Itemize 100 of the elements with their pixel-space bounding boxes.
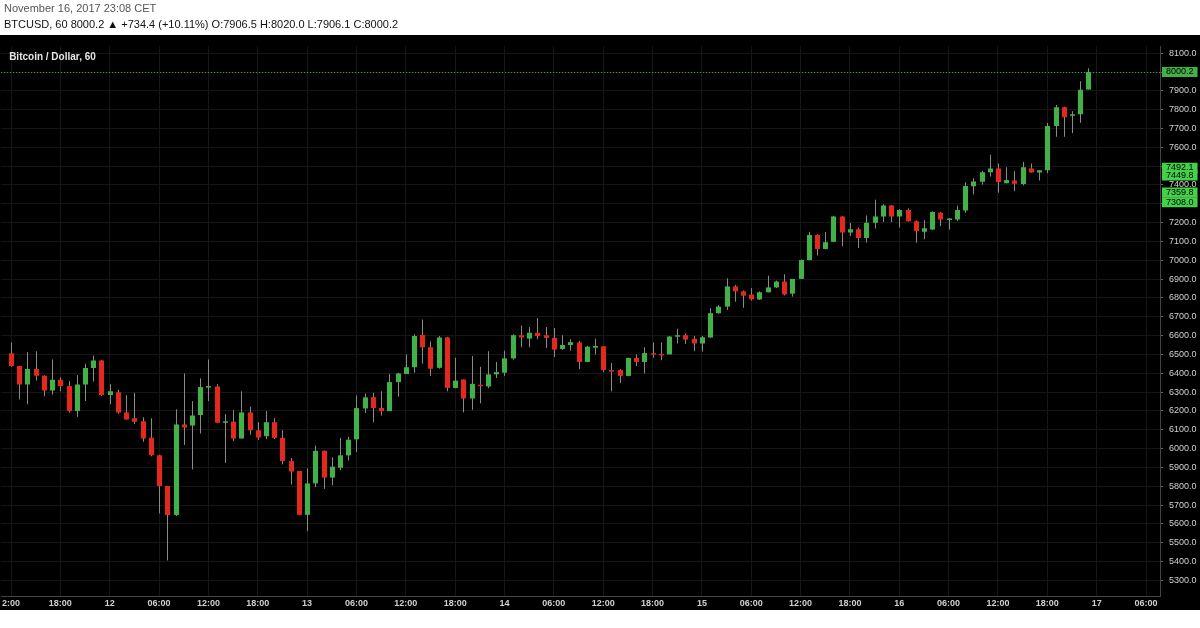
x-tick-label: 12	[104, 597, 115, 608]
text: November 16, 2017 23:08 CET	[4, 1, 158, 16]
candlestick	[247, 406, 254, 436]
y-tick-label: 7000.0	[1169, 254, 1197, 265]
candlestick	[140, 416, 147, 443]
candlestick	[526, 326, 533, 348]
candlestick	[608, 362, 615, 392]
candlestick	[896, 208, 903, 229]
x-tick-label: 12:00	[394, 597, 418, 608]
x-tick-label: 18:00	[48, 597, 72, 608]
candlestick	[724, 277, 731, 311]
y-tick-label: 5500.0	[1169, 537, 1197, 548]
candlestick	[576, 340, 583, 370]
x-tick-label: 06:00	[1134, 597, 1158, 608]
candlestick	[41, 374, 48, 397]
candlestick	[814, 233, 821, 257]
candlestick	[271, 417, 278, 440]
candlestick	[230, 409, 237, 442]
candlestick	[855, 227, 862, 249]
candlestick	[427, 340, 434, 377]
candlestick	[378, 390, 385, 417]
x-tick-label: 18:00	[246, 597, 270, 608]
candlestick	[90, 355, 97, 383]
y-tick-label: 5900.0	[1169, 461, 1197, 472]
candlestick	[8, 342, 15, 368]
x-tick-label: 2:00	[2, 597, 21, 608]
y-tick-label: 8100.0	[1169, 47, 1197, 58]
y-tick-label: 6000.0	[1169, 443, 1197, 454]
y-tick-label: 7100.0	[1169, 235, 1197, 246]
candlestick	[987, 154, 994, 177]
y-tick-label: 7700.0	[1169, 122, 1197, 133]
candlestick	[362, 393, 369, 414]
x-tick-label: 12:00	[986, 597, 1010, 608]
text: 7359.8	[1166, 187, 1194, 198]
y-tick-label: 6200.0	[1169, 405, 1197, 416]
ref-line-label: 8000.2	[1166, 66, 1194, 77]
candlestick	[946, 217, 953, 231]
candlestick	[419, 319, 426, 365]
text: Bitcoin / Dollar, 60	[9, 51, 97, 63]
y-tick-label: 6300.0	[1169, 386, 1197, 397]
candlestick	[1061, 106, 1068, 138]
candlestick	[33, 350, 40, 382]
candlestick	[288, 457, 295, 486]
candlestick	[115, 389, 122, 415]
candlestick	[543, 326, 550, 349]
x-tick-label: 18:00	[641, 597, 665, 608]
x-tick-label: 18:00	[443, 597, 467, 608]
x-tick-label: 06:00	[542, 597, 566, 608]
chart-subtitle: BTCUSD, 60 8000.2 ▲ +734.4 (+10.11%) O:7906.5 H:8020.0 L:7906.1 C:8000.2	[4, 17, 400, 32]
y-tick-label: 6700.0	[1169, 311, 1197, 322]
candlestick	[1053, 104, 1060, 138]
candlestick	[329, 456, 336, 486]
candlestick	[872, 199, 879, 229]
candlestick	[839, 215, 846, 247]
y-tick-label: 5800.0	[1169, 480, 1197, 491]
candlestick	[863, 214, 870, 244]
candlestick	[16, 365, 23, 400]
candlestick	[337, 437, 344, 471]
x-tick-label: 18:00	[1035, 597, 1059, 608]
candlestick	[469, 355, 476, 411]
x-tick-label: 16	[894, 597, 905, 608]
candlestick	[189, 400, 196, 470]
y-tick-label: 6900.0	[1169, 273, 1197, 284]
x-tick-label: 15	[696, 597, 707, 608]
candlestick	[49, 359, 56, 396]
y-tick-label: 6100.0	[1169, 424, 1197, 435]
candlestick	[995, 163, 1002, 194]
text: 7449.8	[1166, 170, 1194, 181]
y-tick-label: 6800.0	[1169, 292, 1197, 303]
candlestick	[395, 372, 402, 398]
x-tick-label: 13	[302, 597, 313, 608]
x-tick-label: 06:00	[739, 597, 763, 608]
candlestick	[131, 392, 138, 425]
candlestick	[345, 436, 352, 462]
candlestick	[148, 417, 155, 457]
candlestick	[485, 350, 492, 389]
y-tick-label: 5300.0	[1169, 574, 1197, 585]
candlestick	[551, 327, 558, 358]
candlestick	[1011, 170, 1018, 192]
candlestick	[460, 378, 467, 413]
y-tick-label: 5700.0	[1169, 499, 1197, 510]
candlestick	[650, 341, 657, 359]
candlestick	[24, 351, 31, 405]
x-tick-label: 17	[1091, 597, 1102, 608]
text: 7308.0	[1166, 196, 1194, 207]
y-tick-label: 7600.0	[1169, 141, 1197, 152]
y-tick-label: 5600.0	[1169, 518, 1197, 529]
candlestick	[921, 219, 928, 240]
x-tick-label: 18:00	[838, 597, 862, 608]
candlestick	[452, 357, 459, 389]
candlestick	[781, 273, 788, 296]
candlestick	[534, 317, 541, 340]
x-tick-label: 12:00	[196, 597, 220, 608]
candlestick	[501, 350, 508, 377]
candlestick	[205, 359, 212, 402]
candlestick	[107, 383, 114, 405]
y-tick-label: 7800.0	[1169, 104, 1197, 115]
candlestick	[370, 392, 377, 423]
y-tick-label: 6600.0	[1169, 330, 1197, 341]
x-tick-label: 14	[499, 597, 510, 608]
